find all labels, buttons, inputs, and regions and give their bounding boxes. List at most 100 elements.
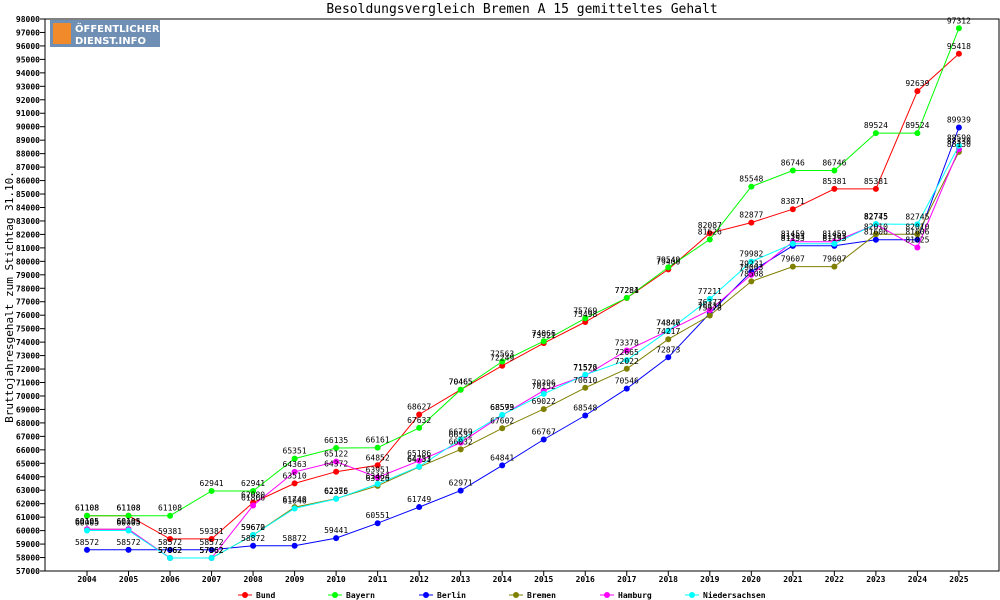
data-point [706,307,713,314]
data-label: 61866 [241,493,265,502]
data-point [914,231,921,238]
legend-entry: Berlin [437,590,466,600]
data-point [84,527,90,534]
y-tick-label: 79000 [16,271,40,280]
data-label: 70465 [449,378,473,387]
y-tick-label: 81000 [16,244,40,253]
data-point [167,535,174,542]
data-point [499,462,506,469]
legend-entry: Hamburg [618,591,652,600]
data-label: 62971 [449,479,473,488]
data-point [665,354,672,361]
y-tick-label: 59000 [16,540,40,549]
y-tick-label: 87000 [16,163,40,172]
x-tick-label: 2025 [949,575,968,584]
x-tick-label: 2021 [783,575,802,584]
data-label: 58572 [200,538,224,547]
data-label: 60105 [75,517,99,526]
data-point [125,546,132,553]
data-point [955,25,962,32]
data-label: 64753 [407,455,431,464]
data-label: 62355 [324,487,348,496]
data-label: 75978 [698,303,722,312]
data-label: 57962 [200,546,224,555]
x-tick-label: 2016 [576,575,595,584]
data-label: 70465 [449,378,473,387]
y-tick-label: 85000 [16,190,40,199]
data-point [789,206,796,213]
y-tick-label: 82000 [16,230,40,239]
data-label: 59381 [158,527,182,536]
data-point [291,505,298,512]
data-label: 81153 [822,234,846,243]
y-tick-label: 66000 [16,446,40,455]
legend-entry: Niedersachsen [703,590,766,600]
data-label: 72022 [615,357,639,366]
data-point [623,347,630,354]
data-point [748,219,755,226]
x-tick-label: 2012 [410,575,429,584]
x-tick-label: 2024 [908,575,927,584]
data-point [84,512,90,519]
data-point [914,236,921,243]
data-point [831,185,838,192]
y-tick-label: 98000 [16,15,40,24]
data-label: 70610 [573,376,597,385]
data-point [291,455,298,462]
data-point [955,50,962,57]
data-label: 76377 [698,298,722,307]
data-point [333,445,340,452]
data-point [582,315,589,322]
data-label: 66135 [324,436,348,445]
series-line [87,149,960,559]
data-point [208,535,215,542]
x-tick-label: 2022 [825,575,844,584]
data-label: 70152 [532,382,556,391]
data-label: 81025 [905,236,929,245]
data-label: 57962 [200,546,224,555]
data-label: 61646 [283,496,307,505]
legend-marker [332,592,338,598]
data-point [872,236,879,243]
data-label: 61749 [407,495,431,504]
x-tick-label: 2013 [451,575,470,584]
data-point [374,444,381,451]
y-tick-label: 96000 [16,42,40,51]
data-label: 68627 [407,402,431,411]
data-point [291,480,298,487]
data-point [706,295,713,302]
data-label: 66532 [449,431,473,440]
data-point [831,263,838,270]
data-label: 61108 [158,504,182,513]
data-point [789,240,796,247]
data-label: 59672 [241,523,265,532]
data-point [499,425,506,432]
data-label: 68548 [573,404,597,413]
legend-entry: Bund [256,591,275,600]
data-label: 77284 [615,286,639,295]
data-point [333,468,340,475]
data-point [872,130,879,137]
data-point [872,231,879,238]
data-point [457,446,464,453]
data-point [333,495,340,502]
data-point [208,546,215,553]
x-tick-label: 2011 [368,575,387,584]
data-label: 60105 [75,517,99,526]
data-point [457,436,464,443]
plot-frame [44,18,1000,572]
data-point [374,520,381,527]
data-point [623,365,630,372]
data-point [291,468,298,475]
data-point [623,385,630,392]
y-tick-label: 74000 [16,338,40,347]
x-tick-label: 2006 [160,575,179,584]
data-label: 57962 [158,546,182,555]
data-label: 74217 [656,327,680,336]
y-tick-label: 97000 [16,28,40,37]
legend-marker [513,592,519,598]
data-label: 60005 [116,519,140,528]
data-label: 89524 [905,121,929,130]
data-point [914,221,921,228]
data-point [914,244,921,251]
